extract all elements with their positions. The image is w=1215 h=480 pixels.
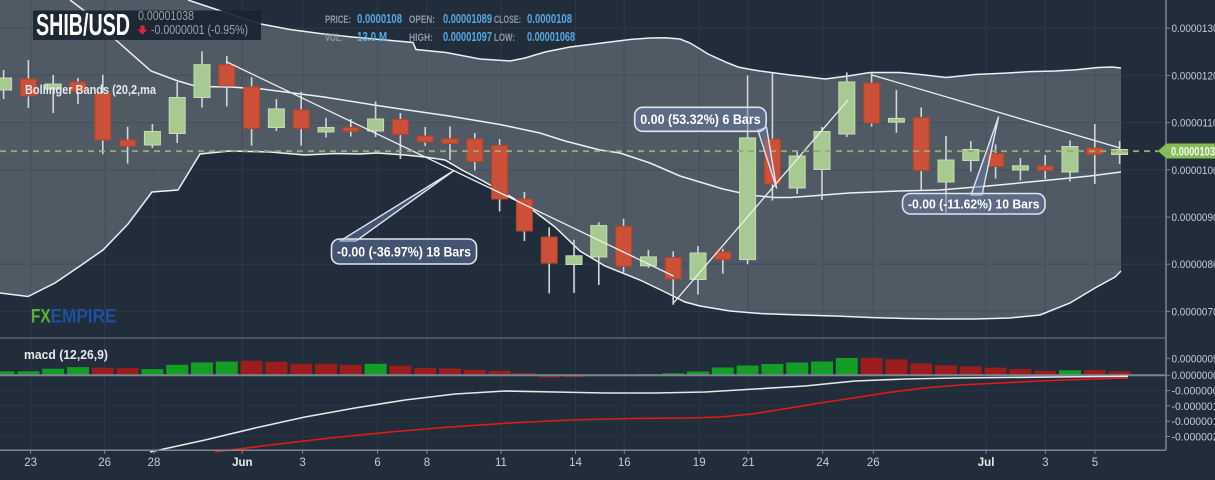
svg-text:0.00001068: 0.00001068 bbox=[527, 30, 575, 44]
svg-text:0.0000070: 0.0000070 bbox=[1172, 306, 1215, 318]
svg-text:11: 11 bbox=[495, 457, 507, 469]
svg-text:14: 14 bbox=[569, 457, 582, 469]
svg-text:3: 3 bbox=[1042, 457, 1048, 469]
svg-text:0.0000090: 0.0000090 bbox=[1172, 212, 1215, 224]
svg-text:13.0 M: 13.0 M bbox=[357, 30, 387, 44]
svg-text:23: 23 bbox=[24, 457, 37, 469]
svg-text:OPEN:: OPEN: bbox=[409, 14, 435, 26]
svg-text:-0.000001: -0.000001 bbox=[1172, 416, 1215, 428]
svg-text:0.0000108: 0.0000108 bbox=[527, 12, 572, 26]
svg-text:0.00 (53.32%) 6 Bars: 0.00 (53.32%) 6 Bars bbox=[640, 111, 761, 127]
svg-text:5: 5 bbox=[1092, 457, 1098, 469]
svg-text:VOL:: VOL: bbox=[325, 32, 343, 44]
svg-text:21: 21 bbox=[742, 457, 755, 469]
svg-text:CLOSE:: CLOSE: bbox=[494, 14, 521, 26]
svg-text:-0.000000: -0.000000 bbox=[1172, 386, 1215, 398]
svg-text:26: 26 bbox=[98, 457, 111, 469]
svg-text:24: 24 bbox=[816, 457, 829, 469]
svg-text:0.0000108: 0.0000108 bbox=[357, 12, 402, 26]
svg-text:-0.00 (-36.97%) 18 Bars: -0.00 (-36.97%) 18 Bars bbox=[337, 243, 471, 259]
svg-text:16: 16 bbox=[618, 457, 631, 469]
svg-text:0.0000110: 0.0000110 bbox=[1172, 118, 1215, 130]
svg-text:Jul: Jul bbox=[978, 457, 995, 469]
svg-text:19: 19 bbox=[693, 457, 706, 469]
svg-text:FX: FX bbox=[31, 307, 51, 328]
svg-text:0.00001038: 0.00001038 bbox=[138, 9, 194, 23]
svg-text:HIGH:: HIGH: bbox=[409, 32, 433, 44]
svg-text:28: 28 bbox=[148, 457, 161, 469]
svg-text:0.00001089: 0.00001089 bbox=[443, 12, 492, 26]
svg-text:0.0000103: 0.0000103 bbox=[1171, 145, 1215, 159]
svg-text:26: 26 bbox=[867, 457, 880, 469]
svg-text:-0.0000001 (-0.95%): -0.0000001 (-0.95%) bbox=[151, 22, 248, 37]
svg-text:-0.000001: -0.000001 bbox=[1172, 401, 1215, 413]
svg-text:6: 6 bbox=[374, 457, 380, 469]
svg-text:Bollinger Bands (20,2,ma: Bollinger Bands (20,2,ma bbox=[25, 82, 157, 97]
svg-text:8: 8 bbox=[424, 457, 430, 469]
svg-text:macd (12,26,9): macd (12,26,9) bbox=[24, 347, 108, 362]
svg-text:0.0000100: 0.0000100 bbox=[1172, 165, 1215, 177]
svg-text:0.0000005: 0.0000005 bbox=[1172, 353, 1215, 365]
svg-text:EMPIRE: EMPIRE bbox=[51, 307, 117, 328]
svg-text:SHIB/USD: SHIB/USD bbox=[36, 7, 130, 42]
svg-text:0.0000080: 0.0000080 bbox=[1172, 259, 1215, 271]
svg-text:LOW:: LOW: bbox=[494, 32, 515, 44]
svg-text:-0.000002: -0.000002 bbox=[1172, 432, 1215, 444]
svg-text:0.00001097: 0.00001097 bbox=[443, 30, 492, 44]
svg-text:-0.00 (-11.62%) 10 Bars: -0.00 (-11.62%) 10 Bars bbox=[908, 197, 1040, 212]
svg-text:0.0000000: 0.0000000 bbox=[1172, 370, 1215, 382]
svg-text:0.0000120: 0.0000120 bbox=[1172, 70, 1215, 82]
svg-text:PRICE:: PRICE: bbox=[325, 14, 351, 26]
svg-text:3: 3 bbox=[299, 457, 305, 469]
svg-text:0.0000130: 0.0000130 bbox=[1172, 23, 1215, 35]
svg-text:Jun: Jun bbox=[232, 457, 252, 469]
